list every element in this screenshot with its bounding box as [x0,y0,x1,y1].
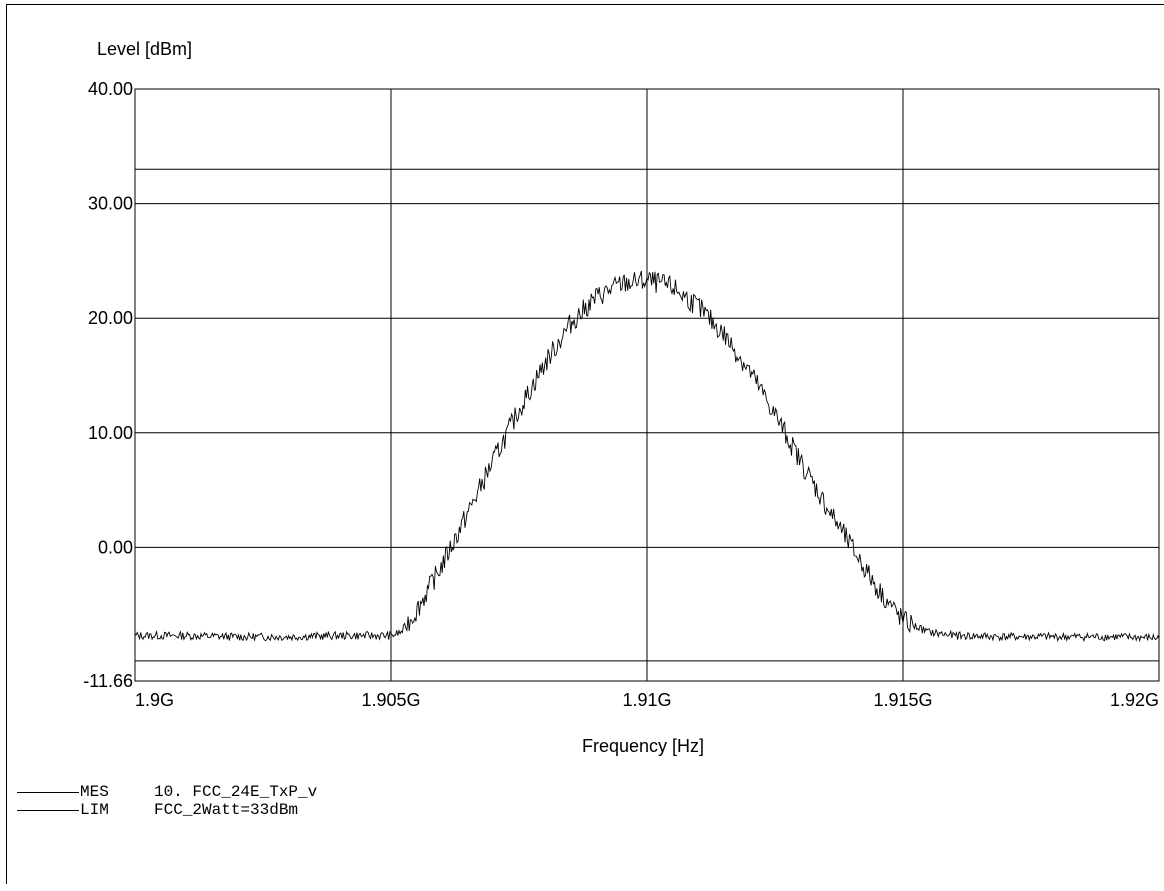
y-tick-label: 0.00 [98,537,133,557]
x-tick-labels: 1.9G 1.905G 1.91G 1.915G 1.92G [135,690,1159,710]
chart-plot: Level [dBm] 40.00 30.00 20.00 10.00 0.00 -11.… [83,39,1160,756]
chart-frame: Level [dBm] 40.00 30.00 20.00 10.00 0.00 -11.… [6,4,1164,884]
y-tick-label: 20.00 [88,308,133,328]
x-tick-label: 1.905G [361,690,420,710]
y-tick-labels: 40.00 30.00 20.00 10.00 0.00 -11.66 [83,79,133,691]
legend-code: MES [80,783,109,801]
y-tick-label: 10.00 [88,423,133,443]
legend-description: 10. FCC_24E_TxP_v [154,783,318,801]
legend-item-mes: MES 10. FCC_24E_TxP_v [7,783,607,801]
legend-line-swatch [17,792,79,793]
legend-code: LIM [80,801,109,819]
x-tick-label: 1.915G [873,690,932,710]
legend-description: FCC_2Watt=33dBm [154,801,299,819]
legend-line-swatch [17,810,79,811]
x-tick-label: 1.91G [622,690,671,710]
grid [134,88,1160,682]
series-mes-line [134,270,1160,643]
x-axis-label: Frequency [Hz] [582,736,704,756]
x-tick-label: 1.92G [1110,690,1159,710]
y-tick-label: 30.00 [88,194,133,214]
y-axis-label: Level [dBm] [97,39,192,59]
traces [134,168,1160,662]
y-tick-label: -11.66 [83,671,133,691]
x-tick-label: 1.9G [135,690,174,710]
legend: MES 10. FCC_24E_TxP_v LIM FCC_2Watt=33dB… [7,783,607,819]
legend-item-lim: LIM FCC_2Watt=33dBm [7,801,607,819]
y-tick-label: 40.00 [88,79,133,99]
